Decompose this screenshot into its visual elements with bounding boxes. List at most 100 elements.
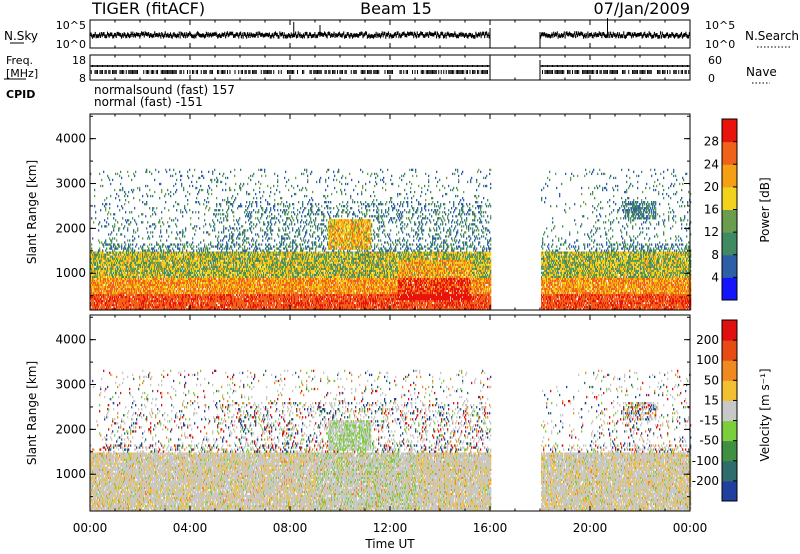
heatmap-cell xyxy=(151,302,152,304)
heatmap-cell xyxy=(193,227,194,229)
heatmap-cell xyxy=(137,270,138,272)
heatmap-cell xyxy=(120,183,121,185)
heatmap-cell xyxy=(169,245,170,247)
heatmap-cell xyxy=(195,211,196,213)
heatmap-cell xyxy=(132,247,133,249)
heatmap-cell xyxy=(148,235,149,237)
heatmap-cell xyxy=(122,217,123,219)
heatmap-cell xyxy=(161,191,162,193)
heatmap-cell xyxy=(177,245,178,247)
heatmap-cell xyxy=(176,231,177,233)
heatmap-cell xyxy=(199,272,200,274)
heatmap-cell xyxy=(176,225,177,227)
heatmap-cell xyxy=(203,231,204,233)
heatmap-cell xyxy=(138,247,139,249)
heatmap-cell xyxy=(110,195,111,197)
heatmap-cell xyxy=(132,298,133,300)
heatmap-cell xyxy=(189,193,190,195)
heatmap-cell xyxy=(121,205,122,207)
heatmap-cell xyxy=(113,245,114,247)
heatmap-cell xyxy=(99,247,100,249)
figure: TIGER (fitACF) Beam 15 07/Jan/2009 N.Sky… xyxy=(0,0,800,554)
heatmap-cell xyxy=(164,270,165,272)
heatmap-cell xyxy=(113,284,114,286)
heatmap-cell xyxy=(112,256,113,258)
heatmap-cell xyxy=(122,189,123,191)
heatmap-cell xyxy=(135,221,136,223)
heatmap-cell xyxy=(195,274,196,276)
heatmap-cell xyxy=(150,215,151,217)
heatmap-cell xyxy=(203,304,204,306)
heatmap-cell xyxy=(180,231,181,233)
heatmap-cell xyxy=(155,213,156,215)
heatmap-cell xyxy=(142,245,143,247)
heatmap-cell xyxy=(128,175,129,177)
heatmap-cell xyxy=(124,203,125,205)
heatmap-cell xyxy=(197,272,198,274)
heatmap-cell xyxy=(184,247,185,249)
heatmap-cell xyxy=(109,207,110,209)
heatmap-cell xyxy=(114,213,115,215)
heatmap-cell xyxy=(101,225,102,227)
heatmap-cell xyxy=(122,207,123,209)
heatmap-cell xyxy=(131,211,132,213)
heatmap-cell xyxy=(108,233,109,235)
heatmap-cell xyxy=(94,278,95,280)
heatmap-cell xyxy=(123,294,124,296)
heatmap-cell xyxy=(126,221,127,223)
heatmap-cell xyxy=(118,296,119,298)
heatmap-cell xyxy=(154,179,155,181)
heatmap-cell xyxy=(128,306,129,308)
heatmap-cell xyxy=(202,300,203,302)
heatmap-cell xyxy=(104,205,105,207)
heatmap-cell xyxy=(196,201,197,203)
heatmap-cell xyxy=(175,278,176,280)
heatmap-cell xyxy=(119,272,120,274)
heatmap-cell xyxy=(159,197,160,199)
heatmap-cell xyxy=(198,300,199,302)
heatmap-cell xyxy=(124,225,125,227)
heatmap-cell xyxy=(168,272,169,274)
heatmap-cell xyxy=(137,292,138,294)
heatmap-cell xyxy=(182,268,183,270)
heatmap-cell xyxy=(161,217,162,219)
heatmap-cell xyxy=(128,219,129,221)
heatmap-cell xyxy=(129,296,130,298)
heatmap-cell xyxy=(159,272,160,274)
heatmap-cell xyxy=(170,274,171,276)
heatmap-cell xyxy=(99,249,100,251)
heatmap-cell xyxy=(152,209,153,211)
heatmap-cell xyxy=(114,243,115,245)
heatmap-cell xyxy=(185,253,186,255)
heatmap-cell xyxy=(172,175,173,177)
heatmap-cell xyxy=(195,280,196,282)
heatmap-cell xyxy=(111,282,112,284)
heatmap-cell xyxy=(176,189,177,191)
heatmap-cell xyxy=(140,280,141,282)
heatmap-cell xyxy=(107,266,108,268)
heatmap-cell xyxy=(142,201,143,203)
heatmap-cell xyxy=(146,193,147,195)
heatmap-cell xyxy=(158,243,159,245)
heatmap-cell xyxy=(140,245,141,247)
heatmap-cell xyxy=(115,219,116,221)
power-heatmap xyxy=(90,169,691,311)
heatmap-cell xyxy=(152,294,153,296)
heatmap-cell xyxy=(138,215,139,217)
heatmap-cell xyxy=(184,207,185,209)
heatmap-cell xyxy=(124,245,125,247)
heatmap-cell xyxy=(108,294,109,296)
heatmap-cell xyxy=(179,292,180,294)
heatmap-cell xyxy=(109,179,110,181)
heatmap-cell xyxy=(135,253,136,255)
heatmap-cell xyxy=(139,286,140,288)
heatmap-cell xyxy=(192,237,193,239)
heatmap-cell xyxy=(107,213,108,215)
heatmap-cell xyxy=(128,243,129,245)
heatmap-cell xyxy=(184,245,185,247)
heatmap-cell xyxy=(168,209,169,211)
heatmap-cell xyxy=(161,235,162,237)
heatmap-cell xyxy=(132,249,133,251)
heatmap-cell xyxy=(194,225,195,227)
heatmap-cell xyxy=(159,219,160,221)
